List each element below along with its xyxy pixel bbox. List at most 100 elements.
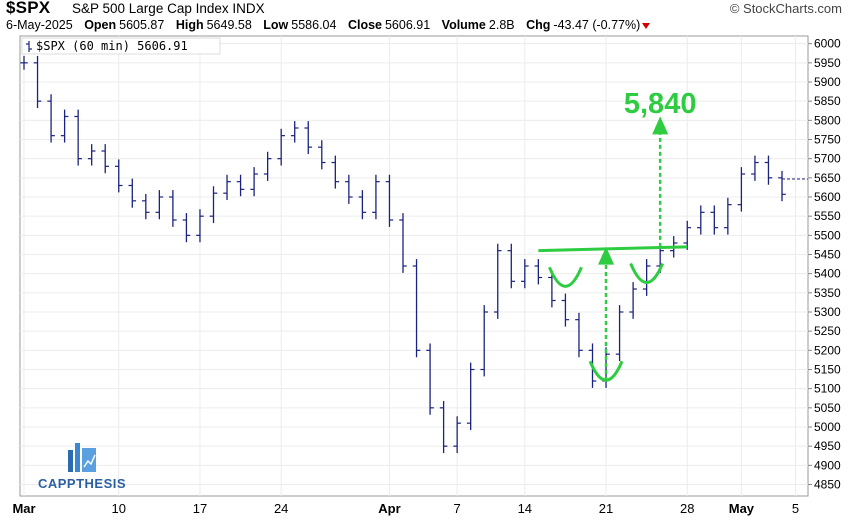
ohlc-bar xyxy=(114,159,123,193)
volume-label: Volume xyxy=(441,18,486,32)
ohlc-bar xyxy=(724,197,732,235)
x-tick-label: 24 xyxy=(274,501,288,516)
y-tick-label: 4950 xyxy=(814,439,841,453)
ohlc-bar xyxy=(412,259,421,358)
ohlc-bar xyxy=(47,94,55,143)
legend-text: $SPX (60 min) 5606.91 xyxy=(36,39,188,53)
ohlc-bar xyxy=(358,190,367,220)
high-value: 5649.58 xyxy=(206,18,252,32)
ohlc-bar xyxy=(87,144,96,166)
ohlc-bar xyxy=(710,205,719,235)
ohlc-bar xyxy=(751,155,759,181)
ohlc-bar xyxy=(223,174,231,201)
ohlc-bar xyxy=(629,282,637,319)
ticker-symbol: $SPX xyxy=(6,0,51,17)
y-tick-label: 5800 xyxy=(814,113,841,127)
index-subtitle: S&P 500 Large Cap Index INDX xyxy=(72,1,265,16)
y-tick-label: 5350 xyxy=(814,286,841,300)
volume-value: 2.8B xyxy=(488,18,515,32)
ohlc-bar xyxy=(209,186,218,224)
ohlc-bar xyxy=(534,259,543,285)
y-tick-label: 5650 xyxy=(814,171,841,185)
ohlc-bars-layer xyxy=(20,55,786,454)
x-axis: Mar 10 17 24 Apr 7 14 21 28 May 5 xyxy=(12,501,799,516)
ohlc-bar xyxy=(372,174,380,220)
x-tick-label: 14 xyxy=(518,501,532,516)
ohlc-bar xyxy=(101,144,110,174)
ohlc-bar xyxy=(182,213,191,243)
x-tick-label: 21 xyxy=(599,501,613,516)
high-label: High xyxy=(175,18,204,32)
y-tick-label: 5900 xyxy=(814,75,841,89)
y-tick-label: 5600 xyxy=(814,190,841,204)
x-tick-label: 28 xyxy=(680,501,694,516)
ohlc-bar xyxy=(426,343,434,415)
y-tick-label: 5450 xyxy=(814,248,841,262)
ohlc-bar xyxy=(764,155,773,185)
ohlc-bar xyxy=(196,209,204,243)
x-tick-label: Apr xyxy=(378,501,400,516)
plot-frame xyxy=(19,35,809,497)
y-tick-label: 4900 xyxy=(814,458,841,472)
header-row-1: $SPX S&P 500 Large Cap Index INDX © Stoc… xyxy=(6,0,844,18)
ohlc-bar xyxy=(480,305,489,377)
ohlc-bar xyxy=(466,362,475,431)
ohlc-bar xyxy=(33,55,42,109)
ohlc-bar xyxy=(575,312,583,358)
ohlc-bar xyxy=(236,174,245,197)
ohlc-bar xyxy=(615,305,624,362)
y-tick-label: 5550 xyxy=(814,209,841,223)
ohlc-bar xyxy=(290,121,299,143)
y-tick-label: 5500 xyxy=(814,228,841,242)
y-tick-label: 5700 xyxy=(814,152,841,166)
open-value: 5605.87 xyxy=(119,18,165,32)
quote-date: 6-May-2025 xyxy=(6,18,73,32)
y-tick-label: 5300 xyxy=(814,305,841,319)
exchange-code: INDX xyxy=(232,1,265,16)
ohlc-bar xyxy=(696,205,705,235)
neckline xyxy=(538,245,688,253)
close-value: 5606.91 xyxy=(384,18,431,32)
ohlc-bar xyxy=(250,167,258,197)
ohlc-bar xyxy=(20,55,28,70)
stockcharts-watermark[interactable]: © StockCharts.com xyxy=(729,1,842,16)
ohlc-bar xyxy=(548,270,556,308)
x-tick-label: 5 xyxy=(792,501,799,516)
ohlc-bar xyxy=(128,178,137,208)
index-name: S&P 500 Large Cap Index xyxy=(72,1,229,16)
y-tick-label: 5100 xyxy=(814,382,841,396)
chg-value: -43.47 (-0.77%) xyxy=(553,18,641,32)
logo-text: CAPPTHESIS xyxy=(38,476,126,491)
up-arrow-icon xyxy=(652,116,669,135)
ohlc-bar xyxy=(507,243,516,289)
target-price-label: 5,840 xyxy=(624,88,697,120)
y-tick-label: 4850 xyxy=(814,478,841,492)
ohlc-bar xyxy=(263,151,272,181)
ohlc-bar xyxy=(304,121,313,155)
y-tick-label: 5050 xyxy=(814,401,841,415)
legend: $SPX (60 min) 5606.91 xyxy=(21,37,221,55)
open-label: Open xyxy=(84,18,117,32)
ohlc-bar xyxy=(74,109,82,166)
grid-layer xyxy=(20,36,808,496)
ohlc-bar xyxy=(385,174,394,227)
y-tick-label: 5000 xyxy=(814,420,841,434)
header-quote-row: 6-May-2025 Open 5605.87 High 5649.58 Low 55… xyxy=(6,18,651,34)
chg-label: Chg xyxy=(526,18,551,32)
annotation-layer xyxy=(538,116,808,382)
ohlc-bar xyxy=(155,190,164,220)
ohlc-bar xyxy=(60,109,69,143)
ohlc-bar xyxy=(561,293,570,327)
ohlc-bar xyxy=(439,400,448,454)
legend-box xyxy=(21,37,221,55)
x-tick-label: 7 xyxy=(454,501,461,516)
low-value: 5586.04 xyxy=(291,18,337,32)
ohlc-bar xyxy=(493,243,502,319)
y-tick-label: 5400 xyxy=(814,267,841,281)
ohlc-bar xyxy=(521,259,529,289)
ohlc-bar xyxy=(778,170,786,202)
ohlc-bar xyxy=(642,259,651,296)
ohlc-bar xyxy=(683,220,692,250)
low-label: Low xyxy=(263,18,289,32)
